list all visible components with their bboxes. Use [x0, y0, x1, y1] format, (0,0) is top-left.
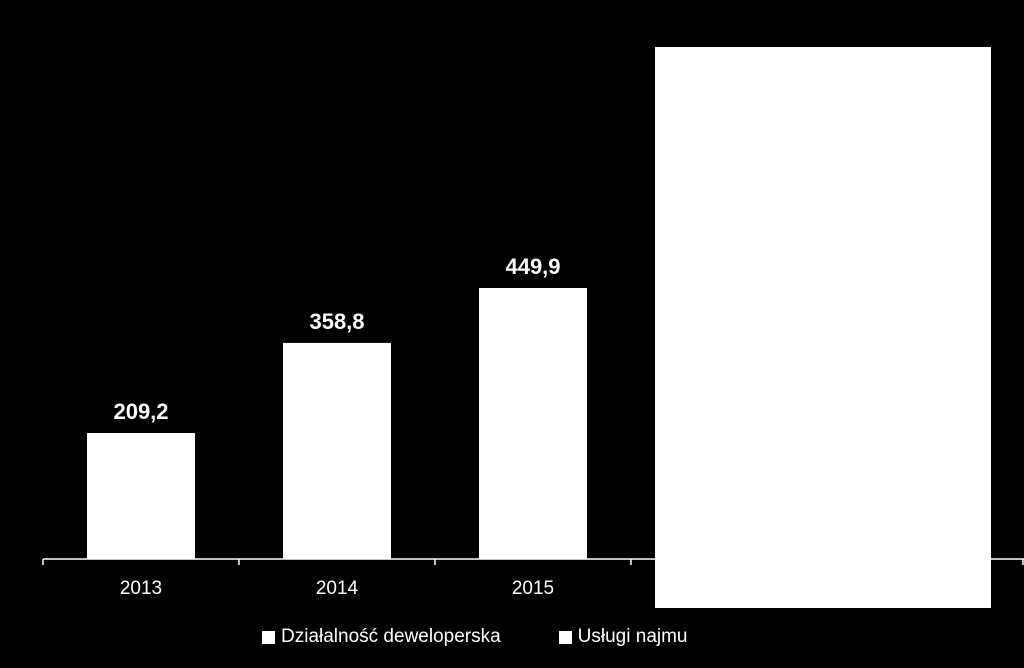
legend-label: Działalność deweloperska [281, 626, 501, 647]
bar-2015 [479, 288, 587, 559]
x-tick-label-2013: 2013 [120, 578, 162, 599]
data-labels-group: 209,2 358,8 449,9 [113, 254, 560, 424]
bar-2014 [283, 342, 391, 559]
data-label-2013: 209,2 [113, 399, 168, 424]
x-tick-label-2015: 2015 [512, 578, 554, 599]
legend-swatch-icon [262, 630, 275, 644]
legend: Działalność deweloperska Usługi najmu [262, 624, 688, 650]
legend-swatch-icon [558, 630, 572, 644]
legend-item-rental: Usługi najmu [558, 626, 688, 648]
data-label-2015: 449,9 [505, 254, 560, 279]
legend-item-developer: Działalność deweloperska [262, 626, 501, 648]
x-tick-label-2014: 2014 [316, 578, 359, 599]
data-label-2014: 358,8 [309, 309, 364, 334]
x-tick-labels-group: 2013 2014 2015 [120, 578, 554, 599]
bars-group [87, 288, 587, 559]
bar-2013 [87, 433, 195, 559]
legend-label: Usługi najmu [577, 626, 688, 647]
white-overlay-panel [655, 47, 991, 608]
